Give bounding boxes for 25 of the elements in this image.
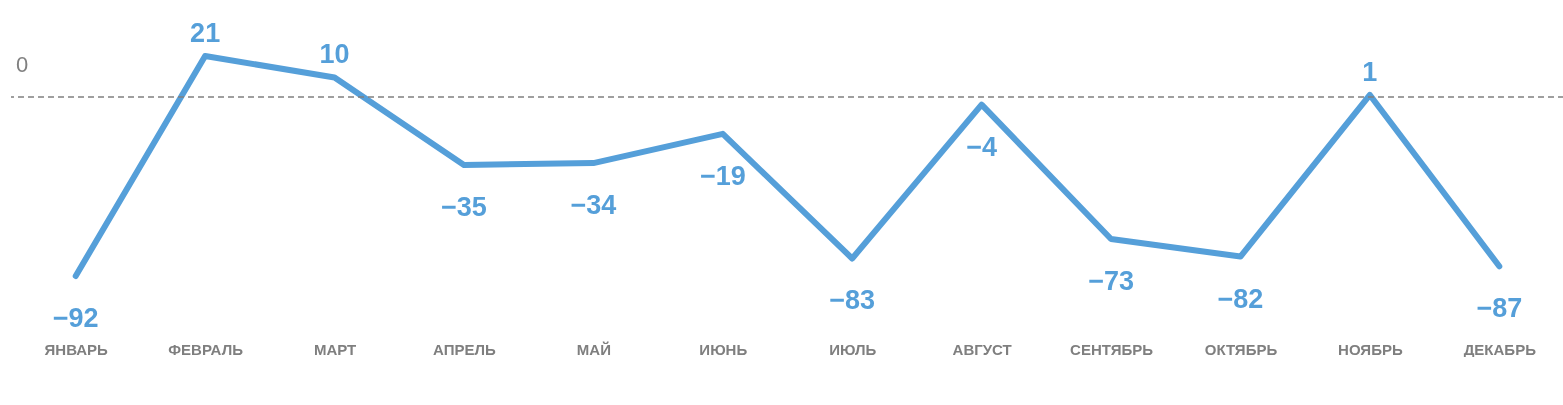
- x-tick-label: МАРТ: [313, 340, 357, 358]
- x-tick-label: ОКТЯБРЬ: [1204, 340, 1278, 358]
- x-tick-label: СЕНТЯБРЬ: [1070, 340, 1154, 358]
- data-label: −87: [1476, 293, 1523, 324]
- data-label: 10: [319, 39, 350, 70]
- data-label: −19: [699, 160, 746, 191]
- data-label: −92: [52, 303, 99, 333]
- data-label: −82: [1217, 283, 1264, 314]
- data-label: 1: [1362, 56, 1378, 87]
- x-tick-label: ИЮЛЬ: [829, 340, 877, 358]
- x-tick-label: ДЕКАБРЬ: [1463, 340, 1537, 358]
- x-tick-label: ФЕВРАЛЬ: [168, 340, 244, 358]
- x-tick-label: ЯНВАРЬ: [44, 340, 109, 358]
- data-label: −34: [570, 190, 617, 221]
- data-label: 21: [190, 18, 221, 48]
- x-tick-label: ИЮНЬ: [699, 340, 748, 358]
- data-label: −4: [966, 131, 998, 162]
- data-label: −83: [829, 285, 876, 316]
- x-tick-label: АВГУСТ: [952, 340, 1012, 358]
- x-tick-label: НОЯБРЬ: [1338, 340, 1403, 358]
- data-label: −35: [441, 192, 487, 223]
- ref-line-label: 0: [16, 51, 29, 77]
- x-tick-label: АПРЕЛЬ: [433, 340, 497, 358]
- data-label: −73: [1088, 266, 1134, 297]
- x-tick-label: МАЙ: [576, 340, 611, 358]
